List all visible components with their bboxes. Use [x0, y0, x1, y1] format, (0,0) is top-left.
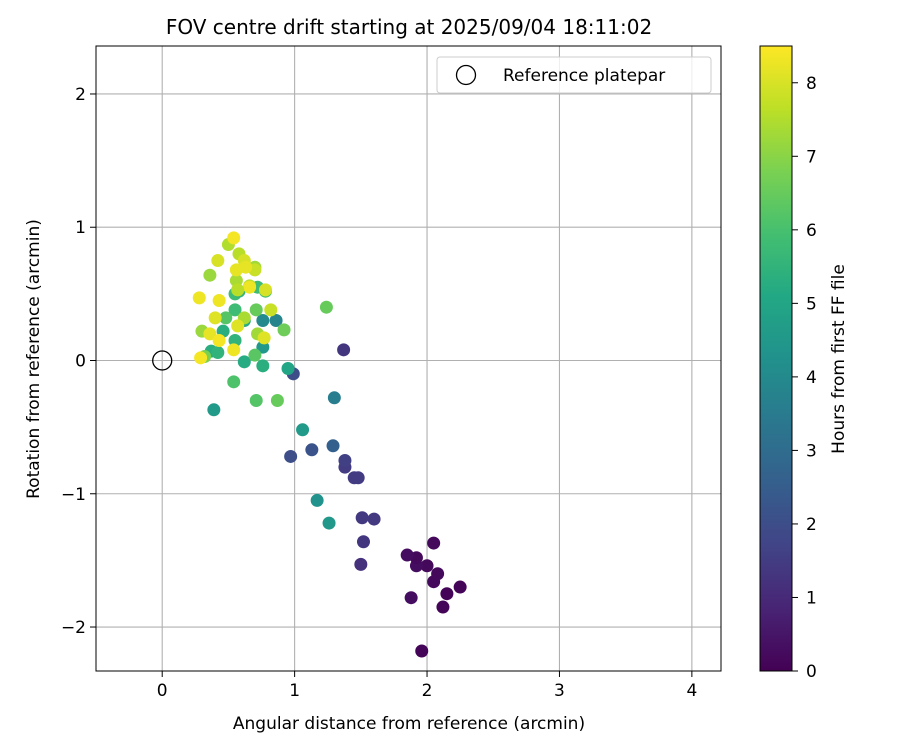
data-point [249, 393, 263, 407]
data-point [211, 254, 225, 268]
data-point [212, 334, 226, 348]
data-point [270, 393, 284, 407]
data-point [227, 231, 241, 245]
data-point [453, 580, 467, 594]
data-point [367, 512, 381, 526]
data-point [208, 311, 222, 325]
data-point [431, 567, 445, 581]
colorbar [759, 45, 793, 672]
axis-ticks: 0 1 2 3 4 −2 −1 0 1 2 [61, 85, 697, 701]
data-point [305, 443, 319, 457]
data-point [239, 260, 253, 274]
scatter-points [192, 231, 467, 658]
data-point [436, 600, 450, 614]
legend: Reference platepar [436, 56, 712, 94]
colorbar-label: Hours from first FF file [829, 264, 849, 454]
data-point [227, 343, 241, 357]
data-point [249, 303, 263, 317]
data-point [310, 493, 324, 507]
y-axis-label: Rotation from reference (arcmin) [24, 219, 44, 499]
data-point [354, 557, 368, 571]
colorbar-tick-label: 0 [806, 662, 817, 682]
data-point [356, 535, 370, 549]
data-point [319, 300, 333, 314]
data-point [326, 439, 340, 453]
y-tick-label: 0 [75, 351, 86, 371]
plot-border [95, 45, 722, 672]
legend-marker [455, 64, 477, 86]
colorbar-tick-label: 7 [806, 147, 817, 167]
colorbar-tick-label: 3 [806, 441, 817, 461]
data-point [194, 351, 208, 365]
data-point [440, 587, 454, 601]
colorbar-tick-label: 5 [806, 294, 817, 314]
colorbar-tick-label: 4 [806, 368, 817, 388]
colorbar-tick-label: 2 [806, 515, 817, 535]
x-axis-label: Angular distance from reference (arcmin) [233, 714, 585, 734]
data-point [355, 511, 369, 525]
y-tick-label: −1 [61, 485, 86, 505]
data-point [231, 283, 245, 297]
data-point [281, 361, 295, 375]
x-tick-label: 4 [686, 681, 697, 701]
x-tick-label: 0 [157, 681, 168, 701]
data-point [269, 314, 283, 328]
data-point [415, 644, 429, 658]
data-point [327, 391, 341, 405]
data-point [207, 403, 221, 417]
data-point [296, 423, 310, 437]
reference-platepar-marker [152, 350, 173, 371]
data-point [231, 319, 245, 333]
data-point [258, 283, 272, 297]
data-point [427, 536, 441, 550]
x-tick-label: 1 [289, 681, 300, 701]
data-point [192, 291, 206, 305]
chart-title: FOV centre drift starting at 2025/09/04 … [166, 15, 652, 39]
data-point [277, 323, 291, 337]
data-point [243, 280, 257, 294]
data-point [337, 343, 351, 357]
data-point [322, 516, 336, 530]
plot-area [96, 46, 721, 671]
data-point [420, 559, 434, 573]
data-point [400, 548, 414, 562]
data-point [203, 268, 217, 282]
data-point [211, 346, 225, 360]
data-point [256, 314, 270, 328]
data-point [351, 471, 365, 485]
x-tick-label: 2 [422, 681, 433, 701]
x-tick-label: 3 [554, 681, 565, 701]
y-tick-label: −2 [61, 618, 86, 638]
data-point [264, 303, 278, 317]
colorbar-tick-label: 6 [806, 221, 817, 241]
colorbar-ticks: 0 1 2 3 4 5 6 7 8 [792, 74, 817, 682]
data-point [404, 591, 418, 605]
data-point [219, 311, 233, 325]
legend-box [436, 56, 712, 94]
data-point [256, 359, 270, 373]
legend-label: Reference platepar [503, 66, 665, 86]
colorbar-tick-label: 1 [806, 588, 817, 608]
y-tick-label: 2 [75, 85, 86, 105]
data-point [284, 449, 298, 463]
y-tick-label: 1 [75, 218, 86, 238]
data-point [248, 348, 262, 362]
data-point [227, 375, 241, 389]
data-point [228, 303, 242, 317]
data-point [212, 294, 226, 308]
grid-lines [96, 46, 721, 671]
data-point [338, 453, 352, 467]
colorbar-tick-label: 8 [806, 74, 817, 94]
data-point [237, 355, 251, 369]
data-point [203, 327, 217, 341]
data-point [257, 331, 271, 345]
